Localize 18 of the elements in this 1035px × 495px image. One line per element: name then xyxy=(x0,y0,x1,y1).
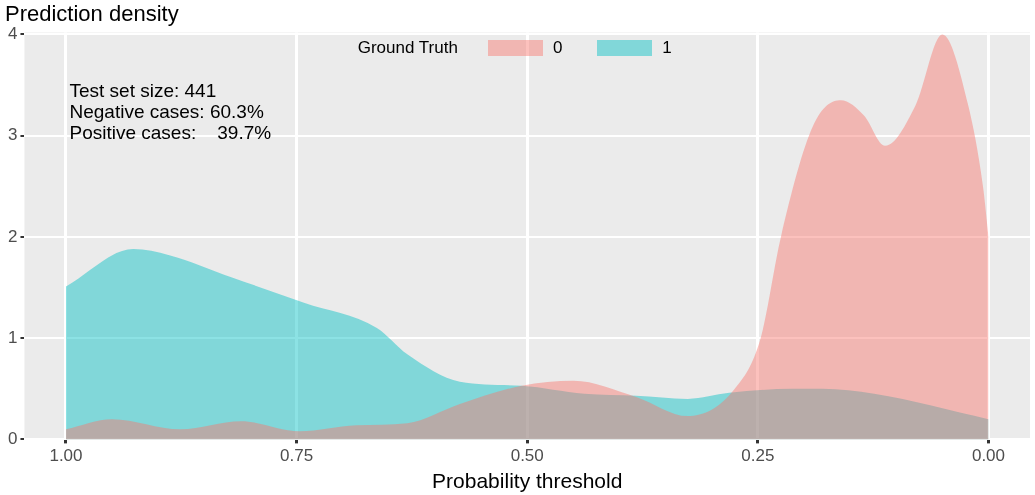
x-axis-title: Probability threshold xyxy=(432,469,623,493)
x-tick-label: 0.25 xyxy=(741,446,775,466)
y-tick-label: 4 xyxy=(7,24,18,44)
x-tick-label: 0.75 xyxy=(280,446,314,466)
x-tick-label: 1.00 xyxy=(49,446,83,466)
y-tick-label: 0 xyxy=(7,429,18,449)
y-tick-label: 2 xyxy=(7,226,18,246)
x-tick-label: 0.00 xyxy=(971,446,1006,466)
legend-label: 0 xyxy=(552,38,563,59)
legend-label: 1 xyxy=(662,38,672,59)
annotation: Test set size: 441 xyxy=(69,80,218,102)
annotation: Positive cases: 39.7% xyxy=(69,122,272,144)
x-tick-label: 0.50 xyxy=(510,446,544,466)
annotation: Negative cases: 60.3% xyxy=(69,101,265,123)
y-tick-label: 3 xyxy=(7,125,18,145)
legend-title: Ground Truth xyxy=(357,38,458,59)
chart-title: Prediction density xyxy=(5,1,179,27)
y-tick-label: 1 xyxy=(7,327,18,347)
